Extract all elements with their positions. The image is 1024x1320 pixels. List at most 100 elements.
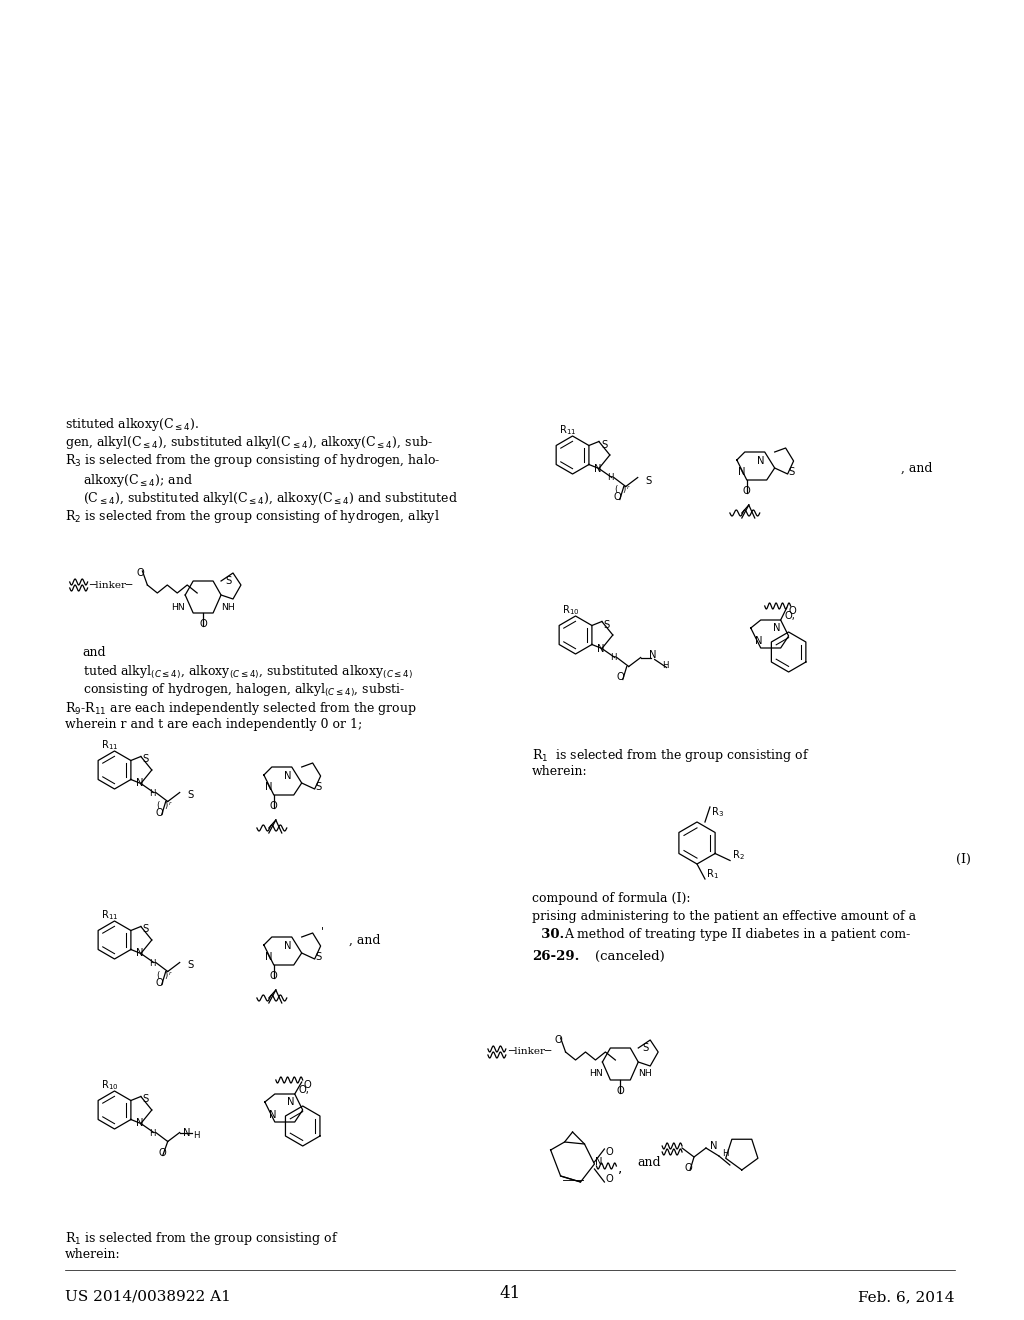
Text: R$_1$  is selected from the group consisting of: R$_1$ is selected from the group consist…	[531, 747, 809, 764]
Text: O: O	[156, 978, 164, 987]
Text: wherein:: wherein:	[531, 766, 588, 777]
Text: O,: O,	[784, 611, 796, 620]
Text: , and: , and	[348, 933, 380, 946]
Text: 41: 41	[499, 1284, 520, 1302]
Text: R$_1$ is selected from the group consisting of: R$_1$ is selected from the group consist…	[65, 1230, 338, 1247]
Text: S: S	[142, 1094, 150, 1105]
Text: R$_2$: R$_2$	[732, 847, 744, 862]
Text: (canceled): (canceled)	[595, 950, 666, 964]
Text: HN: HN	[171, 602, 185, 611]
Text: H: H	[150, 1129, 156, 1138]
Text: O: O	[270, 972, 278, 981]
Text: R$_9$-R$_{11}$ are each independently selected from the group: R$_9$-R$_{11}$ are each independently se…	[65, 700, 417, 717]
Text: R$_{11}$: R$_{11}$	[559, 424, 577, 437]
Text: N: N	[136, 949, 143, 958]
Text: O: O	[156, 808, 164, 817]
Text: R$_{11}$: R$_{11}$	[101, 739, 118, 752]
Text: O: O	[605, 1173, 613, 1184]
Text: S: S	[142, 755, 150, 764]
Text: N: N	[265, 781, 272, 792]
Text: wherein:: wherein:	[65, 1247, 121, 1261]
Text: O: O	[136, 568, 144, 578]
Text: S: S	[642, 1043, 648, 1053]
Text: S: S	[315, 781, 322, 792]
Text: R$_1$: R$_1$	[706, 867, 719, 880]
Text: compound of formula (I):: compound of formula (I):	[531, 892, 690, 906]
Text: H: H	[150, 788, 156, 797]
Text: H: H	[607, 474, 614, 483]
Text: R$_2$ is selected from the group consisting of hydrogen, alkyl: R$_2$ is selected from the group consist…	[65, 508, 439, 525]
Text: O: O	[605, 1147, 613, 1158]
Text: N: N	[757, 455, 765, 466]
Text: prising administering to the patient an effective amount of a: prising administering to the patient an …	[531, 909, 915, 923]
Text: ,: ,	[618, 1162, 623, 1175]
Text: (  )$^r$: ( )$^r$	[157, 969, 173, 982]
Text: ': '	[321, 927, 324, 936]
Text: N: N	[284, 771, 292, 781]
Text: O,: O,	[299, 1085, 309, 1096]
Text: O: O	[616, 672, 625, 682]
Text: O: O	[304, 1080, 311, 1090]
Text: gen, alkyl(C$_{\leq4}$), substituted alkyl(C$_{\leq4}$), alkoxy(C$_{\leq4}$), su: gen, alkyl(C$_{\leq4}$), substituted alk…	[65, 434, 432, 451]
Text: S: S	[187, 791, 194, 800]
Text: N: N	[755, 636, 763, 645]
Text: ─linker─: ─linker─	[508, 1048, 551, 1056]
Text: S: S	[142, 924, 150, 935]
Text: R$_3$: R$_3$	[711, 805, 724, 818]
Text: O: O	[555, 1035, 562, 1045]
Text: H: H	[663, 661, 669, 671]
Text: wherein r and t are each independently 0 or 1;: wherein r and t are each independently 0…	[65, 718, 361, 731]
Text: N: N	[265, 952, 272, 962]
Text: , and: , and	[901, 462, 933, 474]
Text: N: N	[594, 463, 602, 474]
Text: Feb. 6, 2014: Feb. 6, 2014	[858, 1290, 955, 1304]
Text: N: N	[287, 1097, 295, 1107]
Text: N: N	[773, 623, 780, 634]
Text: R$_3$ is selected from the group consisting of hydrogen, halo-: R$_3$ is selected from the group consist…	[65, 451, 440, 469]
Text: R$_{10}$: R$_{10}$	[562, 603, 580, 618]
Text: (  )$^r$: ( )$^r$	[614, 484, 632, 496]
Text: A method of treating type II diabetes in a patient com-: A method of treating type II diabetes in…	[563, 928, 910, 941]
Text: S: S	[788, 467, 795, 477]
Text: H: H	[610, 653, 617, 663]
Text: NH: NH	[638, 1069, 652, 1078]
Text: consisting of hydrogen, halogen, alkyl$_{(C\leq4)}$, substi-: consisting of hydrogen, halogen, alkyl$_…	[83, 682, 404, 700]
Text: S: S	[604, 619, 610, 630]
Text: (C$_{\leq4}$), substituted alkyl(C$_{\leq4}$), alkoxy(C$_{\leq4}$) and substitut: (C$_{\leq4}$), substituted alkyl(C$_{\le…	[83, 490, 458, 507]
Text: S: S	[646, 475, 652, 486]
Text: NH: NH	[221, 602, 234, 611]
Text: N: N	[648, 651, 656, 660]
Text: N: N	[269, 1110, 276, 1119]
Text: N: N	[183, 1127, 190, 1138]
Text: O: O	[684, 1163, 692, 1173]
Text: 26-29.: 26-29.	[531, 950, 580, 964]
Text: US 2014/0038922 A1: US 2014/0038922 A1	[65, 1290, 230, 1304]
Text: O: O	[270, 801, 278, 810]
Text: S: S	[225, 576, 231, 586]
Text: H: H	[194, 1131, 200, 1140]
Text: O: O	[743, 486, 751, 496]
Text: N: N	[136, 1118, 143, 1129]
Text: S: S	[315, 952, 322, 962]
Text: N: N	[136, 779, 143, 788]
Text: and: and	[637, 1155, 660, 1168]
Text: N: N	[711, 1140, 718, 1151]
Text: O: O	[616, 1086, 625, 1096]
Text: HN: HN	[589, 1069, 602, 1078]
Text: (I): (I)	[955, 853, 971, 866]
Text: S: S	[601, 440, 607, 450]
Text: O: O	[159, 1148, 167, 1159]
Text: O: O	[200, 619, 207, 630]
Text: N: N	[284, 941, 292, 950]
Text: ─linker─: ─linker─	[90, 581, 133, 590]
Text: R$_{10}$: R$_{10}$	[100, 1078, 119, 1093]
Text: tuted alkyl$_{(C\leq4)}$, alkoxy$_{(C\leq4)}$, substituted alkoxy$_{(C\leq4)}$: tuted alkyl$_{(C\leq4)}$, alkoxy$_{(C\le…	[83, 664, 413, 681]
Text: H: H	[150, 958, 156, 968]
Text: S: S	[187, 961, 194, 970]
Text: H: H	[722, 1148, 728, 1158]
Text: R$_{11}$: R$_{11}$	[101, 908, 118, 923]
Text: N: N	[597, 644, 604, 653]
Text: 30.: 30.	[531, 928, 564, 941]
Text: N: N	[738, 467, 745, 477]
Text: N: N	[595, 1158, 603, 1167]
